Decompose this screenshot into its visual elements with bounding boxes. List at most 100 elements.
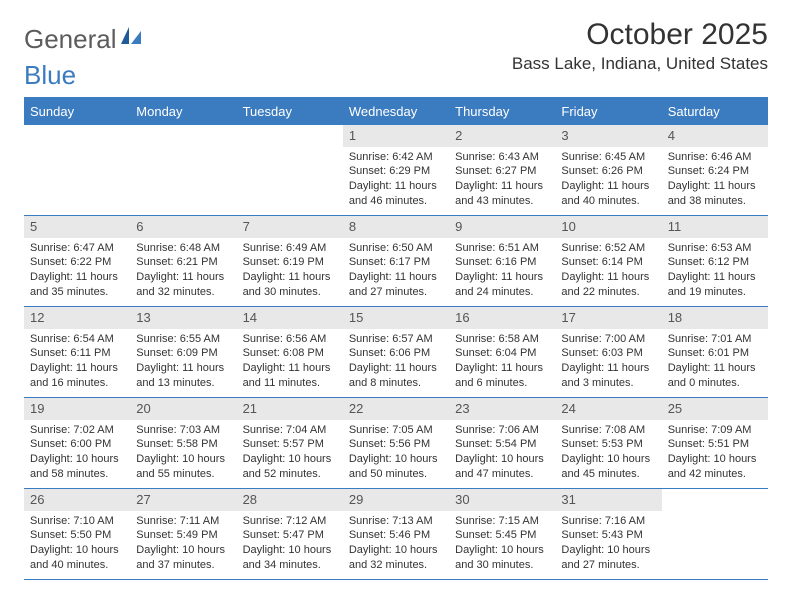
day-number: 22 xyxy=(343,398,449,420)
day-details: Sunrise: 6:57 AMSunset: 6:06 PMDaylight:… xyxy=(343,329,449,395)
calendar-week-row: 26Sunrise: 7:10 AMSunset: 5:50 PMDayligh… xyxy=(24,489,768,580)
day-header-row: SundayMondayTuesdayWednesdayThursdayFrid… xyxy=(24,98,768,125)
month-title: October 2025 xyxy=(512,18,768,52)
day-number: 28 xyxy=(237,489,343,511)
day-details: Sunrise: 6:50 AMSunset: 6:17 PMDaylight:… xyxy=(343,238,449,304)
day-number: 21 xyxy=(237,398,343,420)
day-number: 19 xyxy=(24,398,130,420)
calendar-day-cell: 31Sunrise: 7:16 AMSunset: 5:43 PMDayligh… xyxy=(555,489,661,580)
calendar-week-row: 5Sunrise: 6:47 AMSunset: 6:22 PMDaylight… xyxy=(24,216,768,307)
calendar-day-cell: 9Sunrise: 6:51 AMSunset: 6:16 PMDaylight… xyxy=(449,216,555,307)
logo-sail-icon xyxy=(120,22,142,53)
calendar-week-row: 19Sunrise: 7:02 AMSunset: 6:00 PMDayligh… xyxy=(24,398,768,489)
day-details: Sunrise: 6:56 AMSunset: 6:08 PMDaylight:… xyxy=(237,329,343,395)
day-header: Thursday xyxy=(449,98,555,125)
day-details: Sunrise: 7:05 AMSunset: 5:56 PMDaylight:… xyxy=(343,420,449,486)
day-details: Sunrise: 7:10 AMSunset: 5:50 PMDaylight:… xyxy=(24,511,130,577)
calendar-week-row: 1Sunrise: 6:42 AMSunset: 6:29 PMDaylight… xyxy=(24,125,768,216)
day-details: Sunrise: 6:42 AMSunset: 6:29 PMDaylight:… xyxy=(343,147,449,213)
calendar-day-cell: 30Sunrise: 7:15 AMSunset: 5:45 PMDayligh… xyxy=(449,489,555,580)
day-header: Saturday xyxy=(662,98,768,125)
day-details: Sunrise: 7:06 AMSunset: 5:54 PMDaylight:… xyxy=(449,420,555,486)
calendar-day-cell: 17Sunrise: 7:00 AMSunset: 6:03 PMDayligh… xyxy=(555,307,661,398)
calendar-day-cell: 5Sunrise: 6:47 AMSunset: 6:22 PMDaylight… xyxy=(24,216,130,307)
logo-word1: General xyxy=(24,24,117,55)
logo-word2: Blue xyxy=(24,60,76,91)
calendar-empty-cell xyxy=(130,125,236,216)
calendar-day-cell: 29Sunrise: 7:13 AMSunset: 5:46 PMDayligh… xyxy=(343,489,449,580)
day-details: Sunrise: 7:00 AMSunset: 6:03 PMDaylight:… xyxy=(555,329,661,395)
calendar-day-cell: 13Sunrise: 6:55 AMSunset: 6:09 PMDayligh… xyxy=(130,307,236,398)
day-details: Sunrise: 7:02 AMSunset: 6:00 PMDaylight:… xyxy=(24,420,130,486)
day-number: 16 xyxy=(449,307,555,329)
day-details: Sunrise: 6:55 AMSunset: 6:09 PMDaylight:… xyxy=(130,329,236,395)
location: Bass Lake, Indiana, United States xyxy=(512,54,768,74)
day-details: Sunrise: 6:47 AMSunset: 6:22 PMDaylight:… xyxy=(24,238,130,304)
calendar-day-cell: 23Sunrise: 7:06 AMSunset: 5:54 PMDayligh… xyxy=(449,398,555,489)
day-details: Sunrise: 6:46 AMSunset: 6:24 PMDaylight:… xyxy=(662,147,768,213)
day-number: 29 xyxy=(343,489,449,511)
day-number: 27 xyxy=(130,489,236,511)
day-details: Sunrise: 7:11 AMSunset: 5:49 PMDaylight:… xyxy=(130,511,236,577)
calendar-day-cell: 21Sunrise: 7:04 AMSunset: 5:57 PMDayligh… xyxy=(237,398,343,489)
day-number: 2 xyxy=(449,125,555,147)
day-number: 3 xyxy=(555,125,661,147)
day-details: Sunrise: 7:03 AMSunset: 5:58 PMDaylight:… xyxy=(130,420,236,486)
day-number: 26 xyxy=(24,489,130,511)
calendar-day-cell: 18Sunrise: 7:01 AMSunset: 6:01 PMDayligh… xyxy=(662,307,768,398)
day-details: Sunrise: 6:53 AMSunset: 6:12 PMDaylight:… xyxy=(662,238,768,304)
day-header: Sunday xyxy=(24,98,130,125)
calendar-empty-cell xyxy=(237,125,343,216)
calendar-page: General October 2025 Bass Lake, Indiana,… xyxy=(0,0,792,596)
day-details: Sunrise: 7:01 AMSunset: 6:01 PMDaylight:… xyxy=(662,329,768,395)
day-number: 12 xyxy=(24,307,130,329)
calendar-day-cell: 6Sunrise: 6:48 AMSunset: 6:21 PMDaylight… xyxy=(130,216,236,307)
day-details: Sunrise: 6:48 AMSunset: 6:21 PMDaylight:… xyxy=(130,238,236,304)
day-details: Sunrise: 6:58 AMSunset: 6:04 PMDaylight:… xyxy=(449,329,555,395)
day-number: 30 xyxy=(449,489,555,511)
calendar-day-cell: 20Sunrise: 7:03 AMSunset: 5:58 PMDayligh… xyxy=(130,398,236,489)
calendar-day-cell: 4Sunrise: 6:46 AMSunset: 6:24 PMDaylight… xyxy=(662,125,768,216)
day-number: 25 xyxy=(662,398,768,420)
day-number: 6 xyxy=(130,216,236,238)
day-details: Sunrise: 7:08 AMSunset: 5:53 PMDaylight:… xyxy=(555,420,661,486)
day-number: 8 xyxy=(343,216,449,238)
calendar-day-cell: 3Sunrise: 6:45 AMSunset: 6:26 PMDaylight… xyxy=(555,125,661,216)
calendar-day-cell: 25Sunrise: 7:09 AMSunset: 5:51 PMDayligh… xyxy=(662,398,768,489)
day-number: 24 xyxy=(555,398,661,420)
calendar-day-cell: 12Sunrise: 6:54 AMSunset: 6:11 PMDayligh… xyxy=(24,307,130,398)
bottom-rule xyxy=(24,579,768,580)
day-number: 13 xyxy=(130,307,236,329)
calendar-day-cell: 28Sunrise: 7:12 AMSunset: 5:47 PMDayligh… xyxy=(237,489,343,580)
calendar-day-cell: 16Sunrise: 6:58 AMSunset: 6:04 PMDayligh… xyxy=(449,307,555,398)
day-number: 18 xyxy=(662,307,768,329)
calendar-day-cell: 11Sunrise: 6:53 AMSunset: 6:12 PMDayligh… xyxy=(662,216,768,307)
calendar-day-cell: 22Sunrise: 7:05 AMSunset: 5:56 PMDayligh… xyxy=(343,398,449,489)
day-header: Tuesday xyxy=(237,98,343,125)
day-number: 7 xyxy=(237,216,343,238)
day-details: Sunrise: 6:52 AMSunset: 6:14 PMDaylight:… xyxy=(555,238,661,304)
day-details: Sunrise: 7:09 AMSunset: 5:51 PMDaylight:… xyxy=(662,420,768,486)
day-details: Sunrise: 7:12 AMSunset: 5:47 PMDaylight:… xyxy=(237,511,343,577)
calendar-empty-cell xyxy=(662,489,768,580)
day-details: Sunrise: 6:51 AMSunset: 6:16 PMDaylight:… xyxy=(449,238,555,304)
day-number: 17 xyxy=(555,307,661,329)
calendar-table: SundayMondayTuesdayWednesdayThursdayFrid… xyxy=(24,97,768,579)
day-number: 15 xyxy=(343,307,449,329)
calendar-day-cell: 15Sunrise: 6:57 AMSunset: 6:06 PMDayligh… xyxy=(343,307,449,398)
day-details: Sunrise: 6:49 AMSunset: 6:19 PMDaylight:… xyxy=(237,238,343,304)
day-number: 11 xyxy=(662,216,768,238)
calendar-day-cell: 19Sunrise: 7:02 AMSunset: 6:00 PMDayligh… xyxy=(24,398,130,489)
title-block: October 2025 Bass Lake, Indiana, United … xyxy=(512,18,768,74)
day-number: 20 xyxy=(130,398,236,420)
day-header: Friday xyxy=(555,98,661,125)
calendar-head: SundayMondayTuesdayWednesdayThursdayFrid… xyxy=(24,98,768,125)
calendar-day-cell: 7Sunrise: 6:49 AMSunset: 6:19 PMDaylight… xyxy=(237,216,343,307)
day-header: Wednesday xyxy=(343,98,449,125)
day-details: Sunrise: 6:54 AMSunset: 6:11 PMDaylight:… xyxy=(24,329,130,395)
calendar-week-row: 12Sunrise: 6:54 AMSunset: 6:11 PMDayligh… xyxy=(24,307,768,398)
brand-logo: General xyxy=(24,24,142,55)
day-number: 5 xyxy=(24,216,130,238)
calendar-day-cell: 1Sunrise: 6:42 AMSunset: 6:29 PMDaylight… xyxy=(343,125,449,216)
day-details: Sunrise: 6:45 AMSunset: 6:26 PMDaylight:… xyxy=(555,147,661,213)
